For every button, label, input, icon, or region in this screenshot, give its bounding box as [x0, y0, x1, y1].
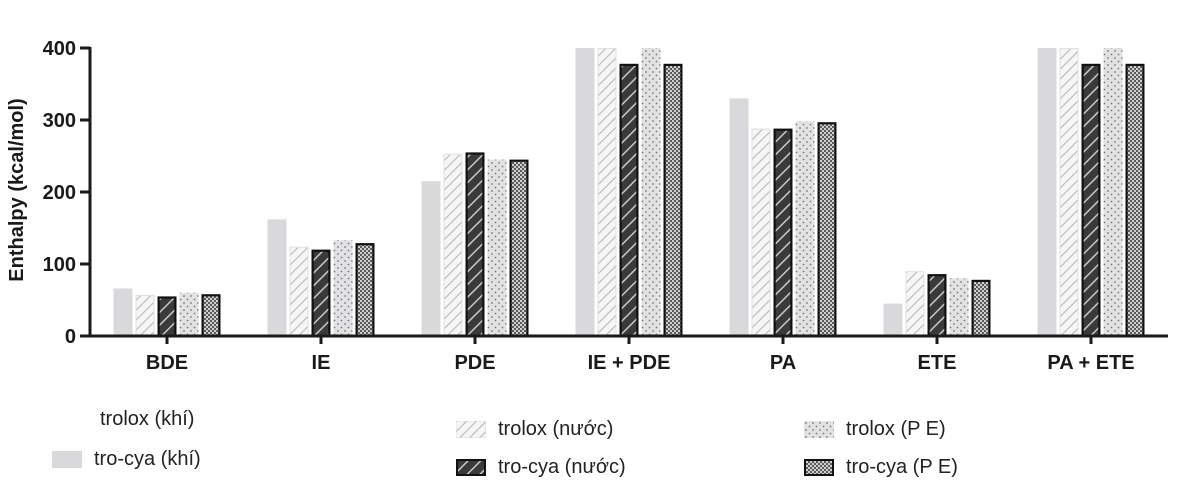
bar — [1059, 48, 1079, 337]
legend-item: trolox (nước) — [456, 418, 613, 441]
legend-label: trolox (P E) — [846, 418, 946, 440]
bar — [883, 303, 903, 336]
legend-item: tro-cya (P E) — [804, 456, 958, 479]
x-tick-label: BDE — [146, 352, 188, 374]
legend-swatch — [456, 459, 486, 476]
bar — [267, 219, 287, 336]
bar — [179, 292, 199, 336]
legend-swatch — [804, 459, 834, 476]
bar — [487, 159, 507, 336]
bar — [795, 121, 815, 337]
bar — [135, 295, 155, 337]
legend-item-extra: trolox (khí) — [100, 408, 194, 431]
bar — [355, 243, 375, 338]
bar — [641, 48, 661, 336]
x-tick-label: IE — [312, 352, 331, 374]
bar — [201, 294, 221, 338]
bar — [113, 288, 133, 336]
legend-label: tro-cya (P E) — [846, 456, 958, 478]
legend-label: trolox (nước) — [498, 418, 614, 440]
bar — [333, 240, 353, 336]
bar — [157, 296, 177, 338]
bar — [1081, 63, 1101, 338]
bar — [509, 159, 529, 338]
y-tick-label: 0 — [65, 326, 76, 348]
bar — [905, 271, 925, 337]
bar — [311, 249, 331, 338]
bar — [1125, 63, 1145, 338]
bar — [619, 63, 639, 338]
legend-label: trolox (khí) — [100, 408, 195, 430]
bar — [729, 98, 749, 337]
legend-item: trolox (P E) — [804, 418, 946, 441]
y-tick-label: 400 — [43, 38, 76, 60]
axes-layer: BDE IE PDE IE + PDE PA ETE PA + ETE 0 100 200 300 4… — [43, 38, 1168, 374]
bar — [421, 181, 441, 336]
x-tick-label: IE + PDE — [588, 352, 671, 374]
x-tick-label: PA — [770, 352, 796, 374]
legend-swatch — [804, 421, 834, 438]
bar — [751, 128, 771, 337]
legend-item: tro-cya (nước) — [456, 456, 626, 479]
bar — [817, 122, 837, 338]
y-tick-label: 300 — [43, 110, 76, 132]
x-tick-label: PDE — [454, 352, 495, 374]
legend-label: tro-cya (nước) — [498, 456, 626, 478]
legend-label: tro-cya (khí) — [94, 448, 201, 470]
legend-item: tro-cya (khí) — [52, 448, 201, 471]
bar — [289, 246, 309, 337]
legend-swatch — [52, 451, 82, 468]
bar — [1103, 48, 1123, 336]
bar — [927, 274, 947, 338]
bar — [575, 48, 595, 336]
bar — [773, 128, 793, 338]
y-tick-label: 100 — [43, 254, 76, 276]
y-tick-label: 200 — [43, 182, 76, 204]
bar — [949, 278, 969, 336]
bar — [663, 63, 683, 338]
bar — [465, 152, 485, 338]
bar — [971, 279, 991, 338]
legend-swatch — [456, 421, 486, 438]
y-axis-label: Enthalpy (kcal/mol) — [6, 98, 28, 281]
x-tick-label: PA + ETE — [1047, 352, 1134, 374]
bars-layer — [113, 48, 1145, 338]
x-tick-label: ETE — [918, 352, 957, 374]
bar — [443, 153, 463, 337]
bar — [1037, 48, 1057, 336]
bar — [597, 48, 617, 337]
